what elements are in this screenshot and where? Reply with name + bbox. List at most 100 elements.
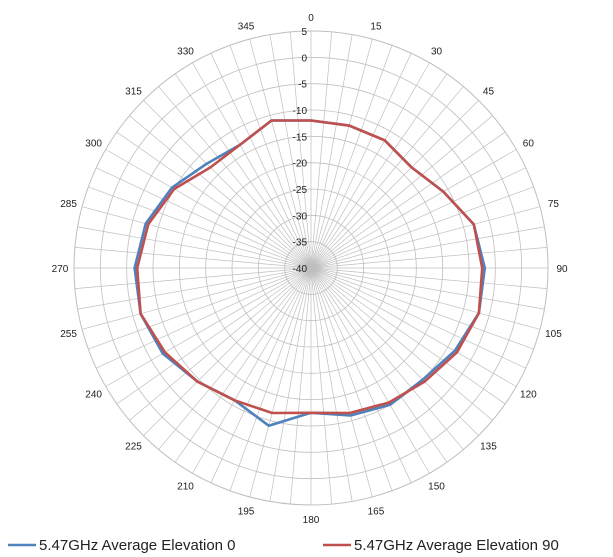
legend-label-series-1: 5.47GHz Average Elevation 0	[39, 537, 236, 554]
angle-tick-label: 60	[523, 139, 535, 150]
grid-spoke	[77, 267, 312, 310]
grid-spoke	[310, 226, 545, 269]
grid-spoke	[310, 149, 517, 269]
grid-spoke	[105, 149, 312, 269]
grid-spoke	[143, 267, 312, 436]
grid-spoke	[269, 267, 312, 502]
radial-tick-label: -35	[293, 238, 308, 249]
grid-spoke	[310, 267, 373, 498]
grid-spoke	[310, 267, 479, 436]
grid-spoke	[129, 115, 312, 269]
grid-spoke	[229, 267, 312, 491]
radial-tick-label: -25	[293, 185, 308, 196]
grid-spoke	[249, 267, 312, 498]
grid-spoke	[310, 267, 534, 350]
series-layer	[133, 119, 487, 427]
angle-tick-label: 165	[368, 506, 385, 517]
angle-tick-label: 75	[548, 199, 560, 210]
angle-tick-label: 210	[177, 481, 194, 492]
grid-spoke	[310, 267, 548, 290]
legend-label-series-2: 5.47GHz Average Elevation 90	[354, 537, 559, 554]
grid-spoke	[289, 267, 312, 505]
angle-tick-label: 300	[85, 139, 102, 150]
grid-spoke	[310, 115, 493, 269]
grid-spoke	[310, 167, 526, 269]
grid-spoke	[310, 38, 373, 269]
grid-spoke	[310, 267, 464, 450]
grid-spoke	[210, 267, 312, 483]
grid-spoke	[310, 31, 333, 269]
angle-tick-label: 90	[556, 264, 568, 275]
grid-spoke	[310, 131, 506, 269]
radial-tick-label: 0	[301, 53, 307, 64]
radial-tick-label: -40	[293, 264, 308, 275]
grid-spoke	[310, 267, 541, 330]
angle-tick-label: 345	[238, 22, 255, 33]
grid-spoke	[310, 267, 430, 474]
grid-spoke	[210, 53, 312, 269]
legend: 5.47GHz Average Elevation 0 5.47GHz Aver…	[8, 537, 559, 554]
grid-spoke	[116, 131, 312, 269]
grid-spoke	[88, 267, 312, 350]
grid-spoke	[174, 73, 312, 269]
grid-spoke	[310, 53, 412, 269]
grid-spoke	[310, 186, 534, 269]
grid-spoke	[310, 45, 393, 269]
angle-tick-label: 120	[520, 390, 537, 401]
grid-spoke	[74, 246, 312, 269]
grid-spoke	[310, 267, 526, 369]
grid-spoke	[158, 267, 312, 450]
angle-tick-label: 240	[85, 390, 102, 401]
grid-spoke	[116, 267, 312, 405]
angle-tick-label: 180	[303, 515, 320, 526]
grid-spoke	[310, 34, 353, 269]
grid-spoke	[74, 267, 312, 290]
grid-spoke	[249, 38, 312, 269]
grid-spoke	[96, 167, 312, 269]
angle-tick-label: 45	[483, 87, 495, 98]
grid-spoke	[192, 62, 312, 269]
angle-tick-label: 330	[177, 47, 194, 58]
grid-spoke	[310, 73, 448, 269]
radial-tick-label: -5	[298, 80, 307, 91]
grid-spoke	[81, 206, 312, 269]
grid-spoke	[310, 86, 464, 269]
grid-spoke	[269, 34, 312, 269]
angle-tick-label: 135	[480, 441, 497, 452]
angle-tick-label: 255	[60, 329, 77, 340]
radial-labels: 5 0 -5 -10 -15 -20 -25 -30 -35 -40	[293, 27, 308, 275]
radial-tick-label: -30	[293, 211, 308, 222]
grid-spoke	[77, 226, 312, 269]
angle-tick-label: 285	[60, 199, 77, 210]
grid-spoke	[143, 100, 312, 269]
grid-spoke	[174, 267, 312, 463]
polar-grid	[73, 30, 549, 506]
radial-tick-label: 5	[301, 27, 307, 38]
grid-spoke	[310, 267, 412, 483]
grid-spoke	[310, 100, 479, 269]
angle-tick-label: 150	[428, 481, 445, 492]
angle-tick-label: 105	[545, 329, 562, 340]
grid-spoke	[81, 267, 312, 330]
grid-spoke	[310, 267, 545, 310]
grid-spoke	[158, 86, 312, 269]
angle-tick-label: 270	[52, 264, 69, 275]
grid-spoke	[310, 267, 448, 463]
grid-spoke	[229, 45, 312, 269]
grid-spoke	[310, 267, 353, 502]
grid-spoke	[105, 267, 312, 387]
grid-spoke	[310, 206, 541, 269]
grid-spoke	[310, 267, 393, 491]
grid-spoke	[192, 267, 312, 474]
grid-spoke	[310, 267, 333, 505]
angle-tick-label: 15	[370, 22, 382, 33]
grid-spoke	[129, 267, 312, 421]
angle-tick-label: 195	[238, 506, 255, 517]
grid-spoke	[96, 267, 312, 369]
grid-spoke	[88, 186, 312, 269]
grid-spoke	[310, 267, 517, 387]
series-line-2	[135, 119, 484, 415]
grid-spoke	[289, 31, 312, 269]
grid-spoke	[310, 62, 430, 269]
